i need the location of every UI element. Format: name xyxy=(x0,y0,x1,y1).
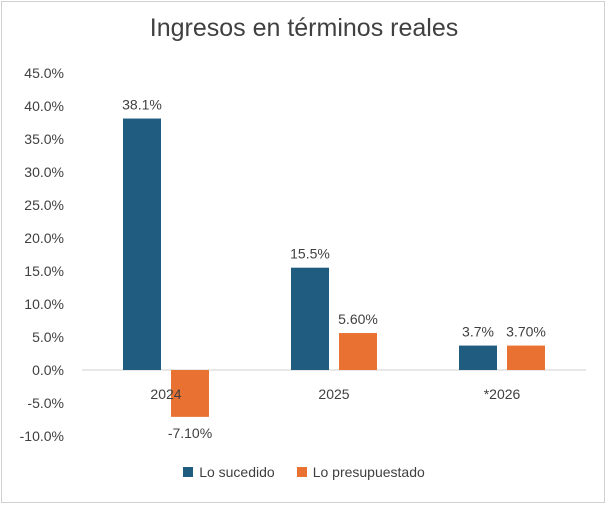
chart-title: Ingresos en términos reales xyxy=(149,14,459,42)
y-tick-label: 35.0% xyxy=(24,131,64,147)
bar xyxy=(291,267,329,370)
data-label: 5.60% xyxy=(338,311,378,327)
y-tick-label: -5.0% xyxy=(27,395,64,411)
y-tick-label: 30.0% xyxy=(24,164,64,180)
data-label: -7.10% xyxy=(168,425,212,441)
y-tick-label: 40.0% xyxy=(24,98,64,114)
y-tick-label: 15.0% xyxy=(24,263,64,279)
bar xyxy=(459,345,497,370)
bar xyxy=(507,345,545,370)
bar xyxy=(171,370,209,417)
legend-item-lo-sucedido: Lo sucedido xyxy=(183,464,275,480)
data-label: 15.5% xyxy=(290,246,330,262)
y-tick-label: 20.0% xyxy=(24,230,64,246)
chart-legend: Lo sucedido Lo presupuestado xyxy=(0,464,608,480)
x-tick-label: 2024 xyxy=(150,386,181,402)
y-tick-label: -10.0% xyxy=(20,428,64,444)
legend-label-lo-sucedido: Lo sucedido xyxy=(199,464,275,480)
bar xyxy=(339,333,377,370)
legend-label-lo-presupuestado: Lo presupuestado xyxy=(312,464,425,480)
x-tick-label: *2026 xyxy=(484,386,521,402)
y-tick-label: 25.0% xyxy=(24,197,64,213)
bar xyxy=(123,118,161,370)
y-tick-label: 10.0% xyxy=(24,296,64,312)
data-label: 38.1% xyxy=(122,97,162,113)
legend-swatch-lo-presupuestado xyxy=(296,467,307,477)
data-label: 3.7% xyxy=(462,324,494,340)
x-tick-label: 2025 xyxy=(318,386,349,402)
data-label: 3.70% xyxy=(506,324,546,340)
y-tick-label: 5.0% xyxy=(32,329,64,345)
y-tick-label: 0.0% xyxy=(32,362,64,378)
y-tick-label: 45.0% xyxy=(24,65,64,81)
legend-item-lo-presupuestado: Lo presupuestado xyxy=(296,464,425,480)
legend-swatch-lo-sucedido xyxy=(183,467,194,477)
